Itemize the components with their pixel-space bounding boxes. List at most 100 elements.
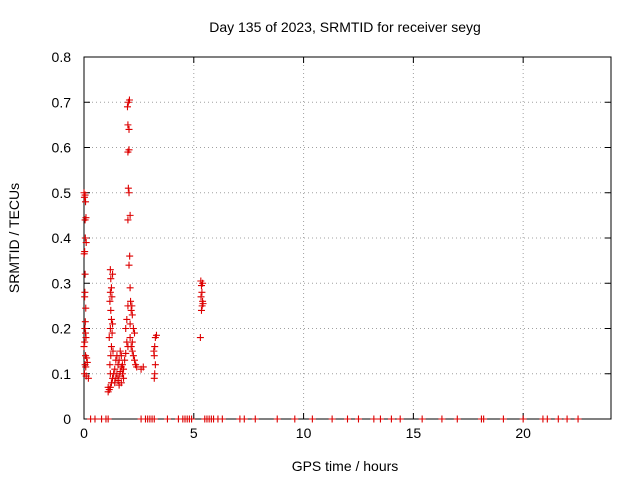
data-point: [396, 415, 404, 423]
data-point: [125, 189, 133, 197]
data-point: [83, 354, 91, 362]
y-tick-label: 0.3: [52, 275, 72, 291]
data-point: [129, 325, 137, 332]
data-point: [196, 334, 204, 342]
data-point: [106, 266, 114, 274]
data-point: [122, 325, 130, 332]
data-point: [125, 146, 133, 154]
data-point: [499, 415, 507, 423]
y-tick-label: 0.6: [52, 140, 72, 156]
data-point: [81, 293, 89, 301]
data-point: [453, 415, 461, 423]
data-point: [418, 415, 426, 423]
data-point: [84, 374, 92, 382]
data-point: [106, 383, 114, 391]
data-point: [109, 347, 117, 355]
data-point: [139, 363, 147, 371]
data-point: [125, 96, 133, 104]
data-point: [107, 284, 115, 292]
data-point: [126, 334, 134, 342]
x-tick-label: 20: [515, 425, 531, 441]
axis-ticks: 0 5 10 15 20 0 0.1 0.2 0.3 0.4 0.5 0.6 0.7 0.8: [52, 49, 611, 441]
data-point: [438, 415, 446, 423]
data-point: [82, 198, 90, 206]
data-point: [188, 415, 196, 423]
data-point: [81, 318, 89, 326]
data-point: [344, 415, 351, 423]
data-point: [151, 361, 159, 369]
data-point: [122, 349, 130, 357]
data-point: [574, 415, 582, 423]
data-point: [104, 415, 112, 423]
data-points: [80, 96, 582, 423]
data-point: [107, 352, 115, 360]
data-point: [126, 320, 134, 328]
y-axis-label: SRMTID / TECUs: [6, 183, 22, 293]
data-point: [82, 363, 90, 371]
y-tick-label: 0.8: [52, 49, 72, 65]
data-point: [123, 315, 131, 323]
data-point: [128, 311, 136, 319]
data-point: [129, 352, 137, 360]
data-point: [563, 415, 571, 423]
data-point: [112, 356, 120, 364]
data-point: [80, 250, 88, 258]
data-point: [126, 252, 134, 260]
data-point: [131, 356, 139, 364]
grid-lines: [84, 57, 611, 419]
y-tick-label: 0: [63, 411, 71, 427]
data-point: [117, 379, 125, 387]
data-point: [123, 338, 131, 346]
data-point: [125, 125, 133, 133]
y-tick-label: 0.5: [52, 185, 72, 201]
data-point: [127, 306, 135, 314]
data-point: [125, 261, 133, 269]
data-point: [82, 334, 90, 342]
data-point: [121, 356, 129, 364]
data-point: [197, 293, 205, 301]
y-tick-label: 0.2: [52, 321, 72, 337]
data-point: [133, 363, 141, 371]
data-point: [116, 347, 124, 355]
data-point: [354, 415, 362, 423]
data-point: [91, 415, 99, 423]
x-axis-label: GPS time / hours: [292, 458, 399, 474]
data-point: [198, 288, 206, 296]
data-point: [126, 284, 134, 292]
chart-title: Day 135 of 2023, SRMTID for receiver sey…: [209, 19, 481, 35]
data-point: [131, 329, 139, 337]
data-point: [128, 347, 136, 355]
data-point: [152, 331, 160, 339]
data-point: [128, 302, 136, 310]
data-point: [106, 361, 114, 369]
y-tick-label: 0.1: [52, 366, 72, 382]
data-point: [124, 216, 132, 224]
data-point: [120, 374, 128, 382]
data-point: [106, 325, 114, 332]
data-point: [117, 363, 125, 371]
data-point: [107, 343, 115, 351]
data-point: [81, 338, 89, 346]
data-point: [218, 415, 226, 423]
y-tick-label: 0.4: [52, 230, 72, 246]
x-tick-label: 15: [406, 425, 422, 441]
data-point: [110, 370, 118, 378]
data-point: [108, 293, 116, 301]
data-point: [107, 275, 115, 283]
data-point: [387, 415, 395, 423]
data-point: [124, 121, 132, 129]
data-point: [82, 239, 90, 247]
data-point: [554, 415, 562, 423]
data-point: [81, 191, 89, 199]
data-point: [118, 370, 126, 378]
x-tick-label: 0: [80, 425, 88, 441]
data-point: [197, 277, 205, 285]
data-point: [126, 211, 134, 219]
x-tick-label: 5: [190, 425, 198, 441]
data-point: [273, 415, 281, 423]
data-point: [291, 415, 299, 423]
data-point: [480, 415, 488, 423]
data-point: [163, 415, 171, 423]
data-point: [251, 415, 259, 423]
